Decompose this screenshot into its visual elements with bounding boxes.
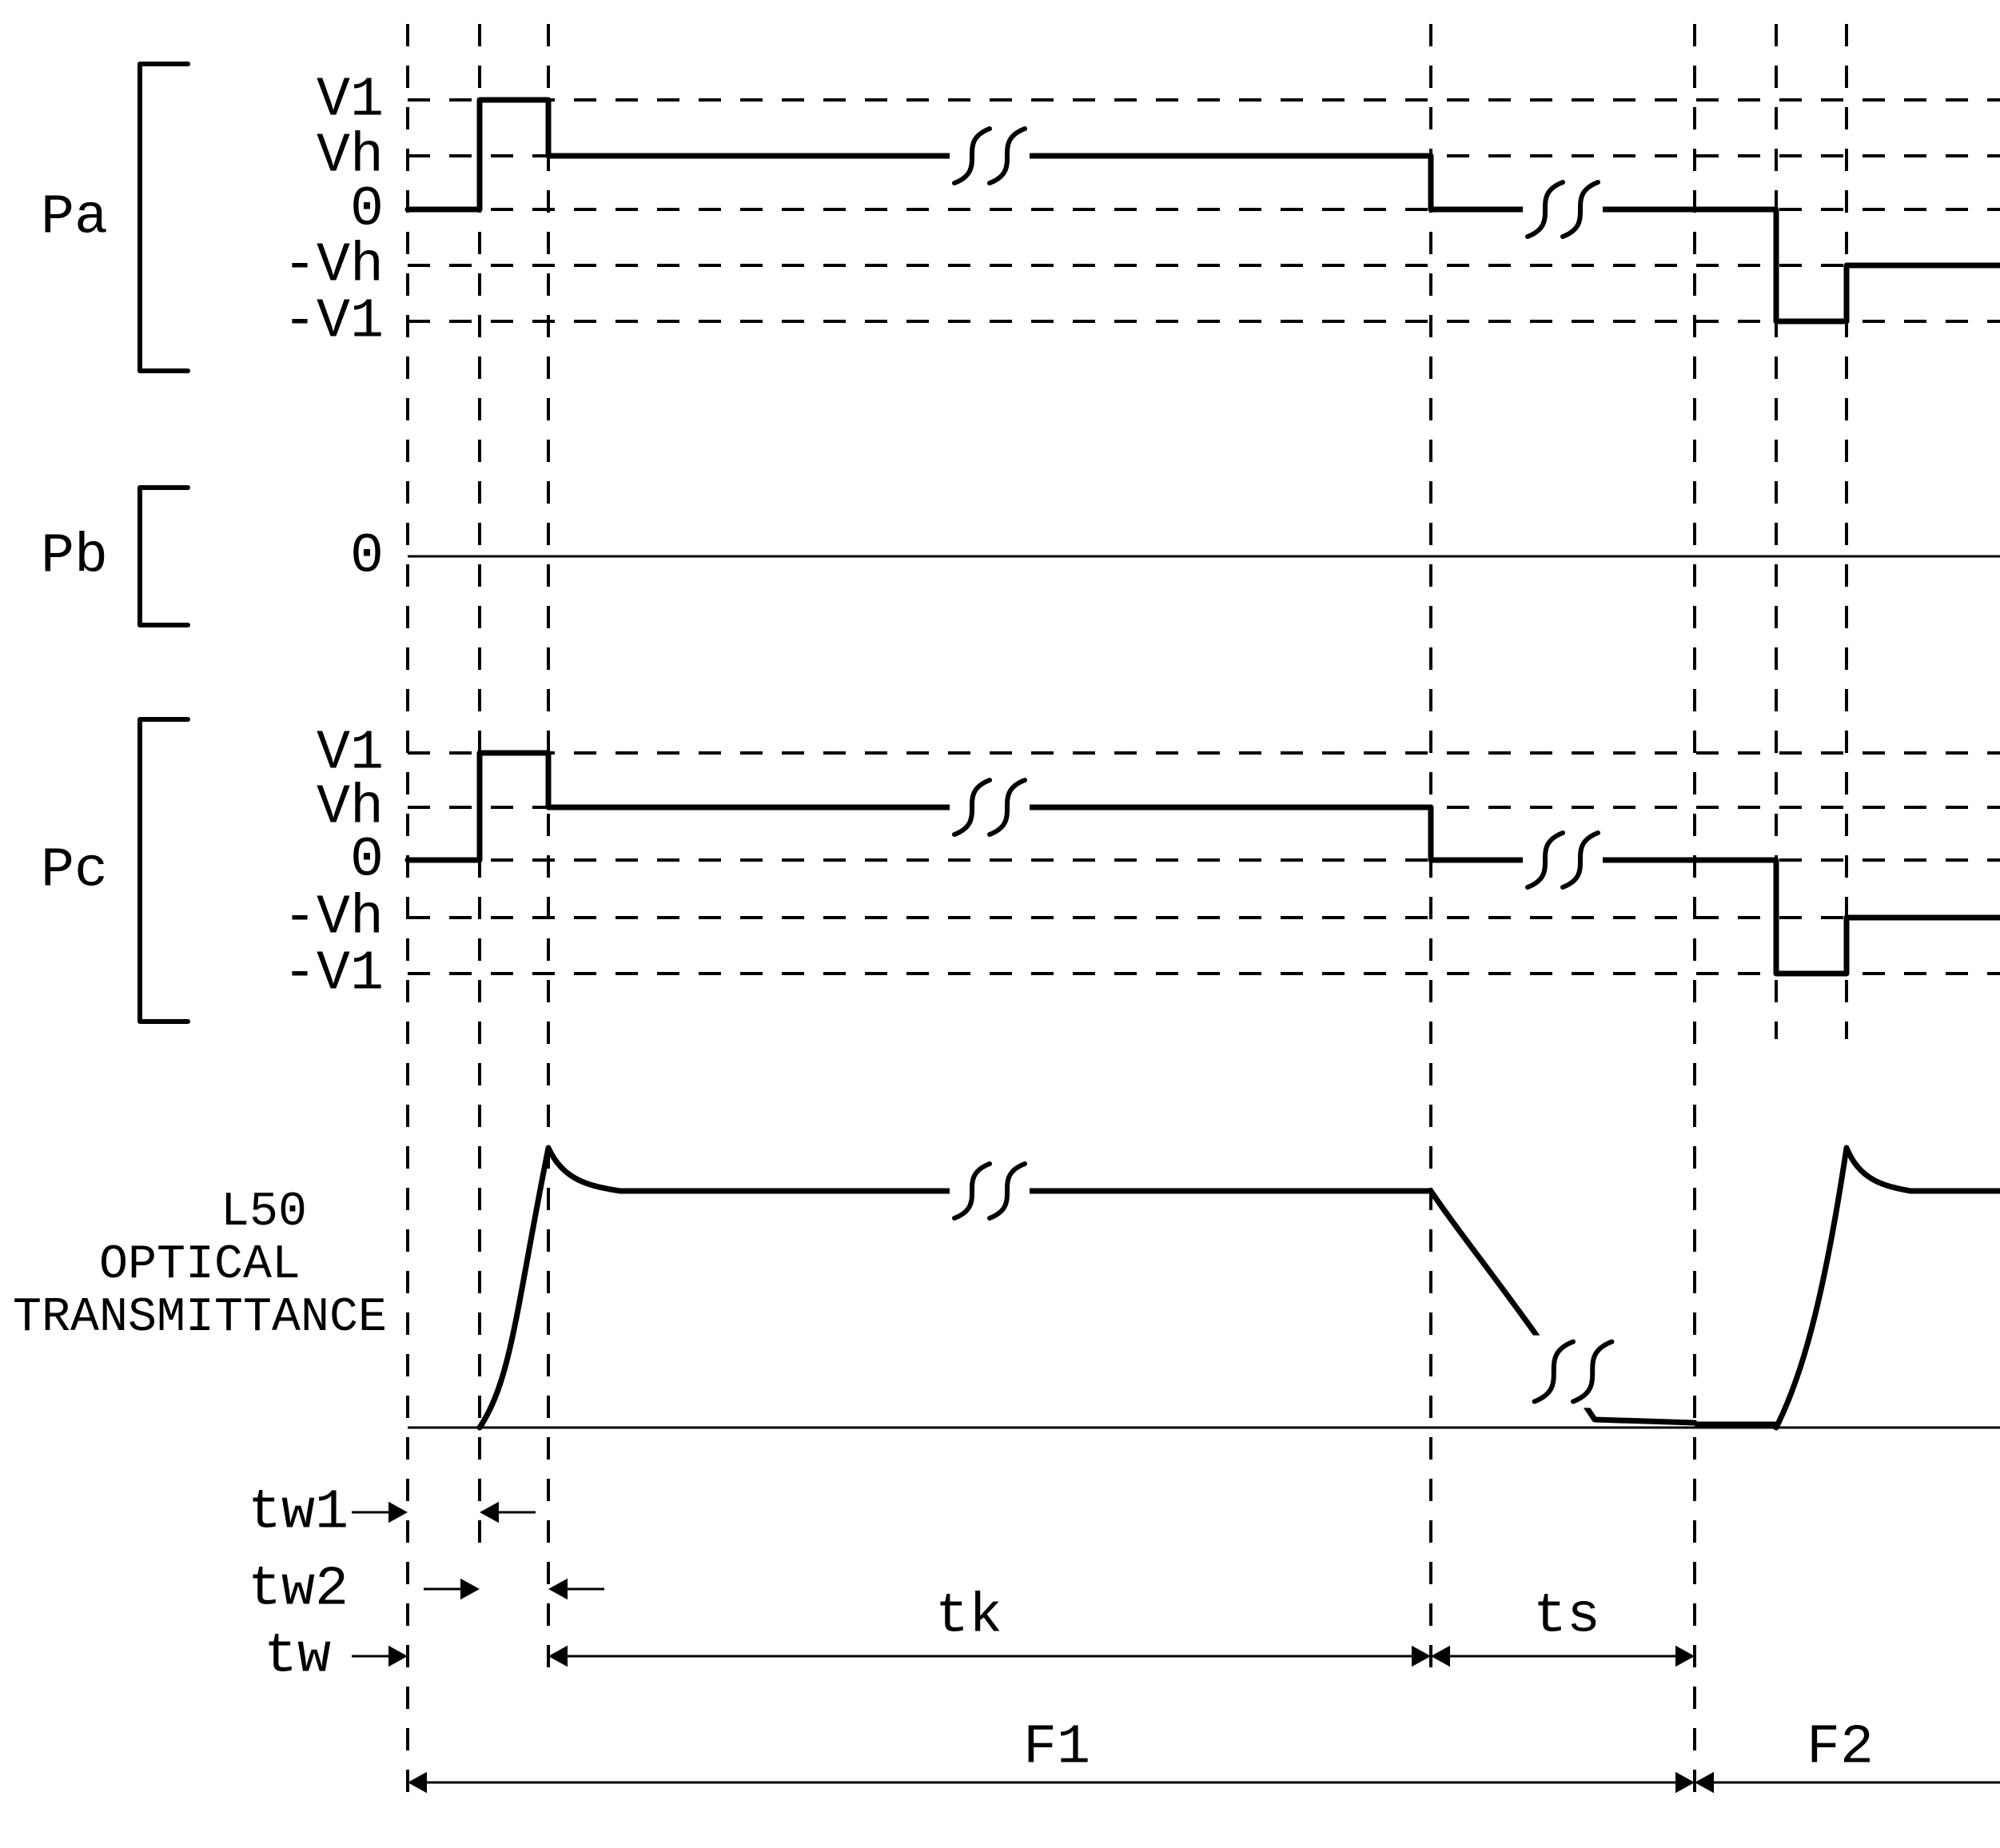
svg-text:-V1: -V1: [283, 942, 384, 1006]
svg-text:Pb: Pb: [41, 525, 108, 588]
svg-text:-Vh: -Vh: [283, 234, 384, 297]
svg-text:-Vh: -Vh: [283, 886, 384, 950]
svg-text:OPTICAL: OPTICAL: [99, 1238, 301, 1292]
svg-text:ts: ts: [1533, 1585, 1600, 1648]
svg-text:F2: F2: [1807, 1716, 1874, 1779]
svg-text:0: 0: [350, 829, 384, 892]
svg-text:tw: tw: [264, 1625, 331, 1688]
svg-text:V1: V1: [317, 69, 384, 132]
svg-text:0: 0: [350, 178, 384, 241]
svg-text:TRANSMITTANCE: TRANSMITTANCE: [13, 1291, 387, 1345]
svg-text:0: 0: [350, 525, 384, 588]
svg-text:Pc: Pc: [41, 839, 108, 902]
svg-text:L50: L50: [221, 1185, 307, 1240]
svg-text:tw1: tw1: [248, 1481, 349, 1544]
svg-text:tk: tk: [935, 1585, 1002, 1648]
timing-diagram: PaV1Vh0-Vh-V1PcV1Vh0-Vh-V1Pb0L50OPTICALT…: [0, 0, 2000, 1848]
svg-text:F1: F1: [1023, 1716, 1090, 1779]
svg-text:tw2: tw2: [248, 1558, 349, 1621]
svg-text:Pa: Pa: [41, 186, 108, 249]
svg-text:-V1: -V1: [283, 290, 384, 353]
